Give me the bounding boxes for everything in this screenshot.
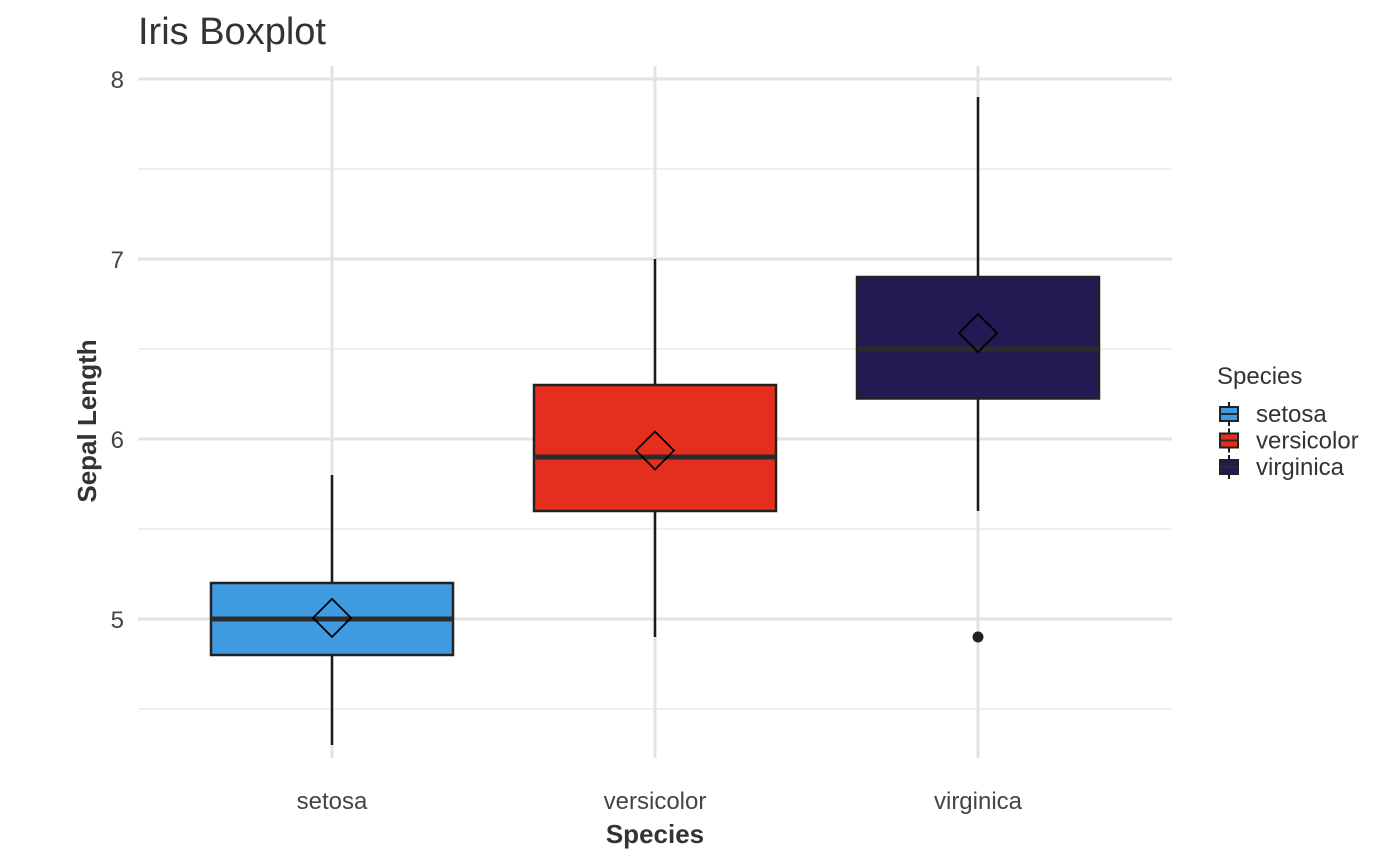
- legend-item-versicolor: versicolor: [1219, 428, 1359, 455]
- y-tick-label: 5: [111, 607, 124, 634]
- mean-marker: [311, 597, 353, 639]
- mean-marker: [634, 430, 676, 471]
- box-versicolor: [532, 259, 778, 637]
- legend-item-setosa: setosa: [1219, 401, 1327, 428]
- x-tick-label: virginica: [934, 788, 1023, 815]
- y-tick-label: 6: [111, 427, 124, 454]
- x-tick-labels: setosa versicolor virginica: [297, 788, 1023, 815]
- y-tick-labels: 5 6 7 8: [111, 67, 124, 634]
- legend-title: Species: [1217, 363, 1302, 390]
- box-iqr: [855, 275, 1101, 400]
- y-axis-title: Sepal Length: [72, 339, 102, 502]
- legend-label: versicolor: [1256, 428, 1359, 455]
- boxes: [209, 97, 1101, 745]
- mean-marker: [957, 312, 999, 354]
- x-axis-title: Species: [606, 819, 704, 849]
- chart-title: Iris Boxplot: [138, 11, 326, 53]
- box-virginica: [855, 97, 1101, 643]
- outlier-point: [972, 631, 984, 643]
- legend-label: setosa: [1256, 401, 1327, 428]
- legend-label: virginica: [1256, 454, 1345, 481]
- x-tick-label: setosa: [297, 788, 368, 815]
- legend-item-virginica: virginica: [1219, 454, 1345, 481]
- x-tick-label: versicolor: [604, 788, 707, 815]
- y-tick-label: 8: [111, 67, 124, 94]
- y-tick-label: 7: [111, 247, 124, 274]
- box-setosa: [209, 475, 455, 745]
- box-iqr: [532, 383, 778, 513]
